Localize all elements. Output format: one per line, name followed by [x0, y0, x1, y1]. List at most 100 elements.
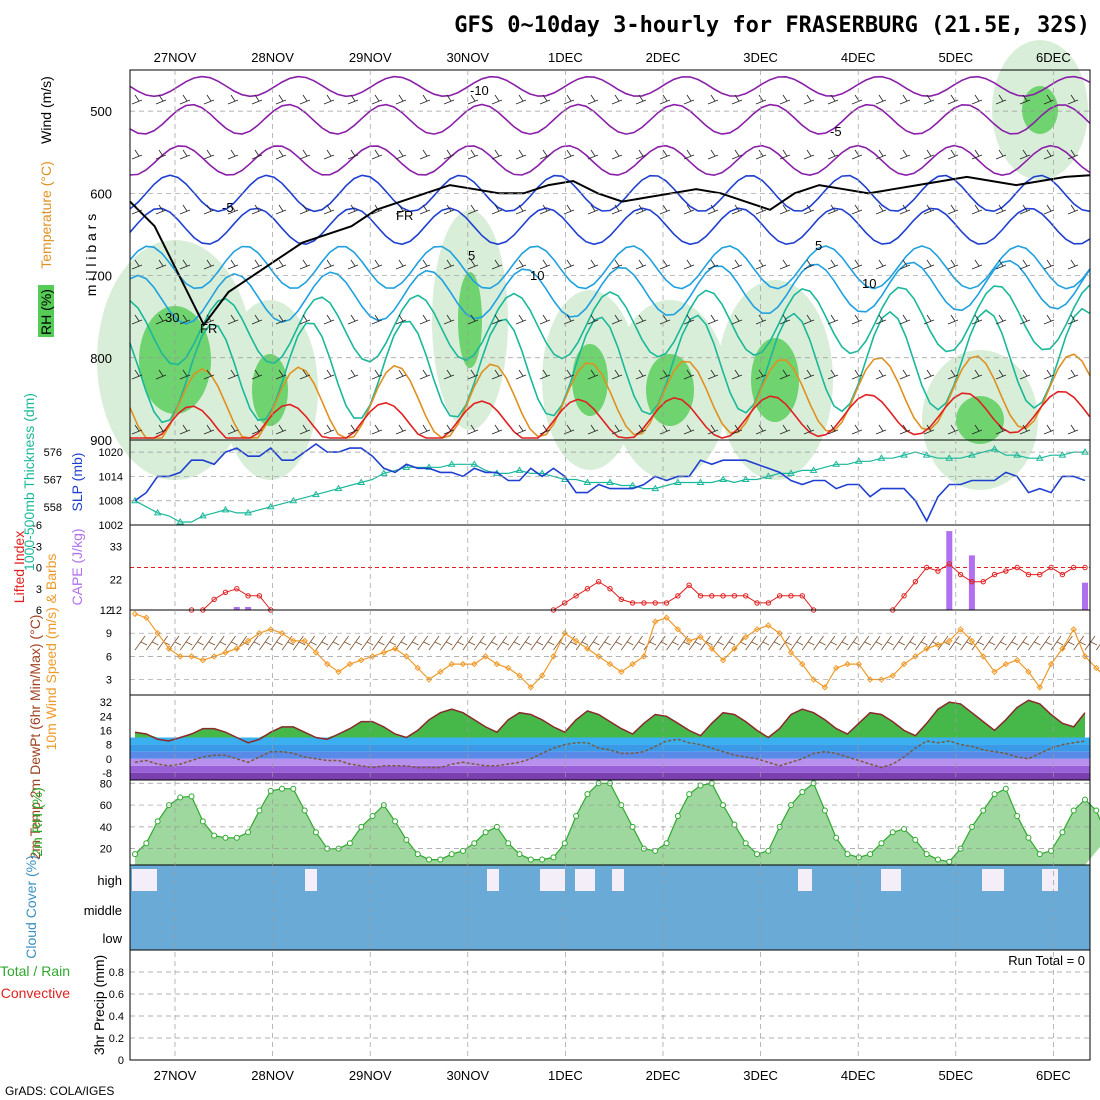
x-tick-top: 6DEC [1036, 50, 1071, 65]
wind-barb [824, 635, 838, 651]
wind-barb [539, 149, 551, 160]
temperature-contour [129, 307, 1091, 424]
wind-barb [755, 314, 767, 325]
contour-label: 30 [165, 310, 179, 325]
wind-marker [131, 610, 139, 618]
precip-tick-label: 0.2 [109, 1033, 124, 1045]
wind-barb [323, 424, 335, 435]
li-marker [584, 586, 591, 592]
wind-barb [827, 204, 839, 215]
wind-barb [635, 259, 647, 270]
rh-marker [1036, 851, 1043, 858]
wind-marker [165, 645, 173, 652]
li-marker [211, 596, 217, 603]
wind-barb [539, 259, 551, 270]
wind-marker [731, 645, 738, 652]
thickness-tick-label: 558 [44, 502, 62, 514]
wind-marker [1093, 664, 1100, 672]
li-tick-label: 3 [36, 584, 42, 596]
wind-barb [851, 314, 863, 325]
wind-barb [903, 635, 917, 651]
temperature-contour [129, 284, 1091, 366]
wind-barb [372, 635, 385, 651]
wind-tick-label: 6 [106, 651, 112, 663]
wind-barb [971, 635, 985, 651]
thickness-marker [606, 478, 614, 485]
wind-marker [154, 629, 161, 637]
wind-barb [371, 314, 383, 325]
thickness-marker [673, 478, 682, 485]
thickness-marker [741, 475, 750, 482]
wind-barb [1043, 314, 1055, 325]
cloud-gap [982, 869, 1004, 891]
wind-barb [275, 314, 287, 325]
wind-marker [629, 660, 636, 668]
wind-barb [923, 314, 935, 325]
wind-barb [467, 204, 479, 215]
wind-marker [742, 633, 749, 641]
x-tick-top: 3DEC [743, 50, 778, 65]
wind-barb [299, 369, 311, 380]
wind-barb [326, 635, 340, 651]
thickness-marker [289, 496, 298, 504]
thickness-marker [809, 466, 818, 473]
wind-barb [251, 314, 263, 325]
wind-barb [683, 94, 695, 105]
wind-barb [611, 94, 623, 105]
cape-bar [245, 606, 252, 610]
wind-barb [179, 259, 191, 270]
wind-barb [131, 149, 143, 160]
cape-axis-label: CAPE (J/kg) [69, 528, 85, 605]
wind-barb [575, 635, 589, 651]
wind-barb [347, 424, 359, 435]
cloud-gap [487, 869, 499, 891]
wind-barb [1043, 259, 1055, 270]
thickness-marker [447, 460, 456, 467]
temp-line [134, 699, 1086, 744]
wind-barb [915, 635, 928, 651]
wind-barb [875, 204, 887, 215]
wind-barb [803, 94, 815, 105]
wind-barb [251, 94, 263, 105]
wind-barb [131, 259, 143, 270]
wind-barb [620, 635, 634, 651]
wind-barb [875, 314, 887, 325]
temp-axis-label: 2m Temp 2m DewPt (6hr Min/Max) (°C) [27, 615, 43, 860]
wind-marker [652, 618, 659, 625]
wind-barb [790, 635, 804, 651]
rh-marker [844, 851, 851, 858]
wind-barb [683, 149, 695, 160]
wind-barb [971, 94, 983, 105]
x-tick-bottom: 5DEC [938, 1068, 973, 1083]
thickness-marker [312, 490, 320, 498]
rh-marker [889, 829, 896, 836]
wind-barb [635, 424, 647, 435]
wind-barb [731, 314, 743, 325]
wind-barb [360, 635, 374, 651]
wind-barb [417, 635, 430, 651]
wind-barb [227, 94, 239, 105]
wind-barb [755, 424, 767, 435]
wind-barb [203, 259, 215, 270]
x-tick-bottom: 27NOV [154, 1068, 197, 1083]
wind-barb [1043, 424, 1055, 435]
wind-barb [515, 369, 527, 380]
wind-barb [827, 94, 839, 105]
wind-marker [1059, 645, 1066, 652]
wind-barb [395, 369, 407, 380]
wind-barb [635, 204, 647, 215]
wind-marker [1036, 684, 1043, 691]
wind-barb [213, 635, 227, 651]
wind-barb [347, 259, 359, 270]
wind-barb [847, 635, 860, 651]
wind-barb [323, 259, 335, 270]
li-marker [595, 578, 602, 585]
cloud-gap [305, 869, 317, 891]
wind-marker [199, 657, 207, 664]
wind-marker [414, 664, 421, 672]
rh-marker [437, 856, 444, 863]
wind-barb [1043, 94, 1055, 105]
wind-barb [899, 259, 911, 270]
wind-barb [491, 94, 503, 105]
wind-barb [892, 635, 905, 651]
